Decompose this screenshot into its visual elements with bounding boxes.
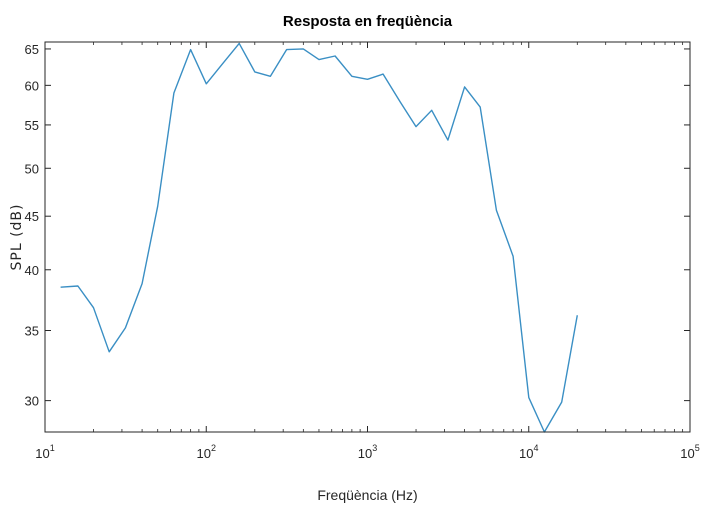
series-layer [60,42,578,433]
y-tick-label: 45 [25,209,39,224]
y-tick-label: 55 [25,118,39,133]
x-axis: 101 102 103 104 105 [35,42,700,461]
plot-frame [44,41,691,433]
y-tick-label: 35 [25,324,39,339]
y-axis: 30 35 40 45 50 55 60 65 [25,42,690,409]
y-tick-label: 60 [25,78,39,93]
x-tick-label: 104 [519,443,538,461]
x-tick-label: 103 [358,443,377,461]
x-tick-label: 105 [680,443,699,461]
x-axis-label: Freqüència (Hz) [317,487,417,503]
series-line [60,42,578,433]
y-tick-label: 40 [25,263,39,278]
chart-title: Resposta en freqüència [283,13,453,30]
x-tick-label: 102 [197,443,216,461]
y-tick-label: 65 [25,42,39,57]
x-tick-label: 101 [35,443,54,461]
y-tick-label: 30 [25,394,39,409]
y-tick-label: 50 [25,161,39,176]
y-axis-label: SPL (dB) [9,204,25,271]
